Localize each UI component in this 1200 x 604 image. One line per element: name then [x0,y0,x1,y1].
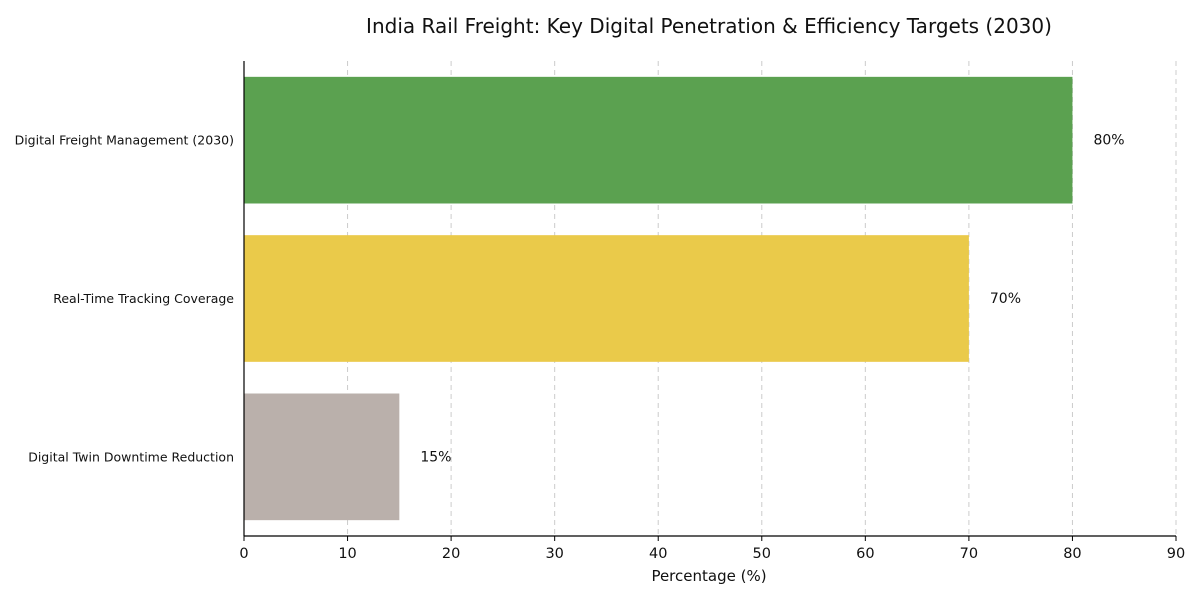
data-label: 70% [990,291,1021,307]
category-label: Digital Twin Downtime Reduction [28,449,234,464]
chart-title: India Rail Freight: Key Digital Penetrat… [366,14,1052,38]
x-tick-label: 30 [545,546,563,562]
category-label: Digital Freight Management (2030) [15,133,234,148]
bar [244,76,1073,204]
bar [244,393,400,521]
x-axis-ticks: 0 10 20 30 40 50 60 70 80 90 [239,536,1185,562]
x-tick-label: 70 [960,546,978,562]
x-tick-label: 0 [239,546,248,562]
bars [244,76,1073,521]
x-tick-label: 60 [856,546,874,562]
x-tick-label: 20 [442,546,460,562]
data-label: 15% [420,449,451,465]
x-tick-label: 90 [1167,546,1185,562]
category-label: Real-Time Tracking Coverage [53,291,234,306]
x-tick-label: 40 [649,546,667,562]
data-label: 80% [1093,133,1124,149]
x-tick-label: 10 [338,546,356,562]
data-labels: 80% 70% 15% [420,133,1124,466]
x-tick-label: 50 [753,546,771,562]
axes [243,61,1176,537]
bar [244,235,969,362]
y-axis-category-labels: Digital Freight Management (2030) Real-Ti… [15,133,235,465]
x-tick-label: 80 [1063,546,1081,562]
x-axis-title: Percentage (%) [651,567,766,585]
